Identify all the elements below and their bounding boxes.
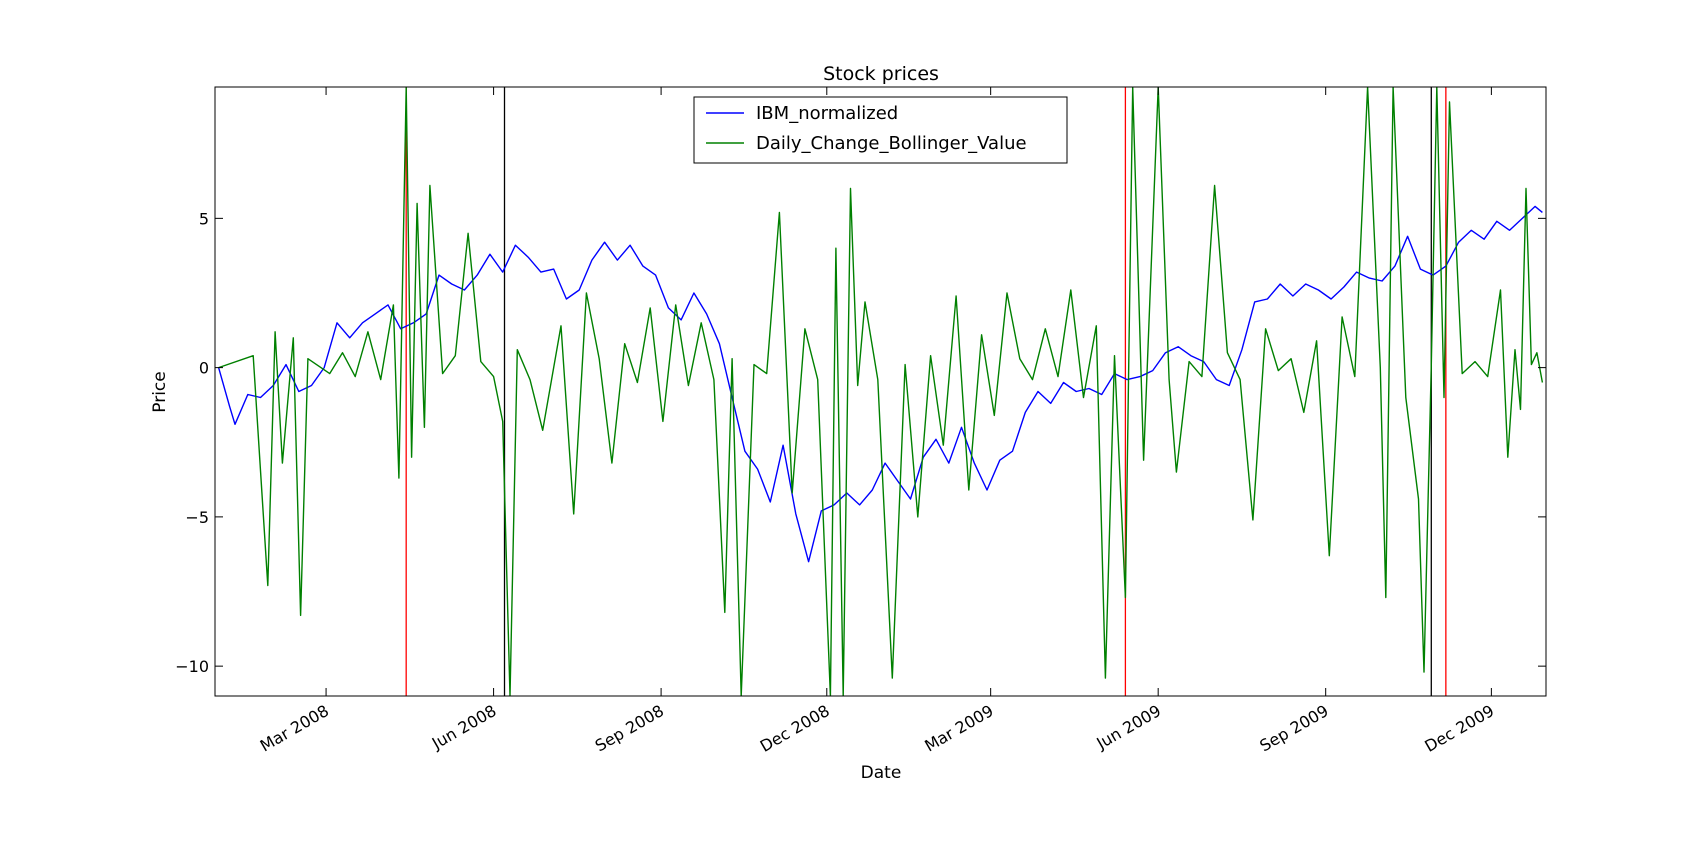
- legend-box: [693, 96, 1068, 164]
- series-line-0: [217, 205, 1543, 563]
- y-tick-label: 0: [199, 359, 209, 378]
- plot-frame: [214, 86, 1547, 697]
- chart-title: Stock prices: [823, 63, 939, 85]
- x-axis-label: Date: [861, 763, 902, 783]
- series-line-1: [218, 87, 1544, 696]
- y-axis-label: Price: [150, 371, 170, 412]
- y-axis: 5 0 −5 −10: [175, 209, 1546, 676]
- legend-label-0: IBM_normalized: [756, 103, 898, 124]
- y-tick-label: −5: [185, 508, 209, 527]
- y-tick-label: 5: [199, 209, 209, 228]
- legend-label-1: Daily_Change_Bollinger_Value: [756, 133, 1027, 154]
- y-tick-label: −10: [175, 657, 209, 676]
- legend: IBM_normalized Daily_Change_Bollinger_Val…: [693, 96, 1068, 164]
- series-group: [217, 87, 1544, 696]
